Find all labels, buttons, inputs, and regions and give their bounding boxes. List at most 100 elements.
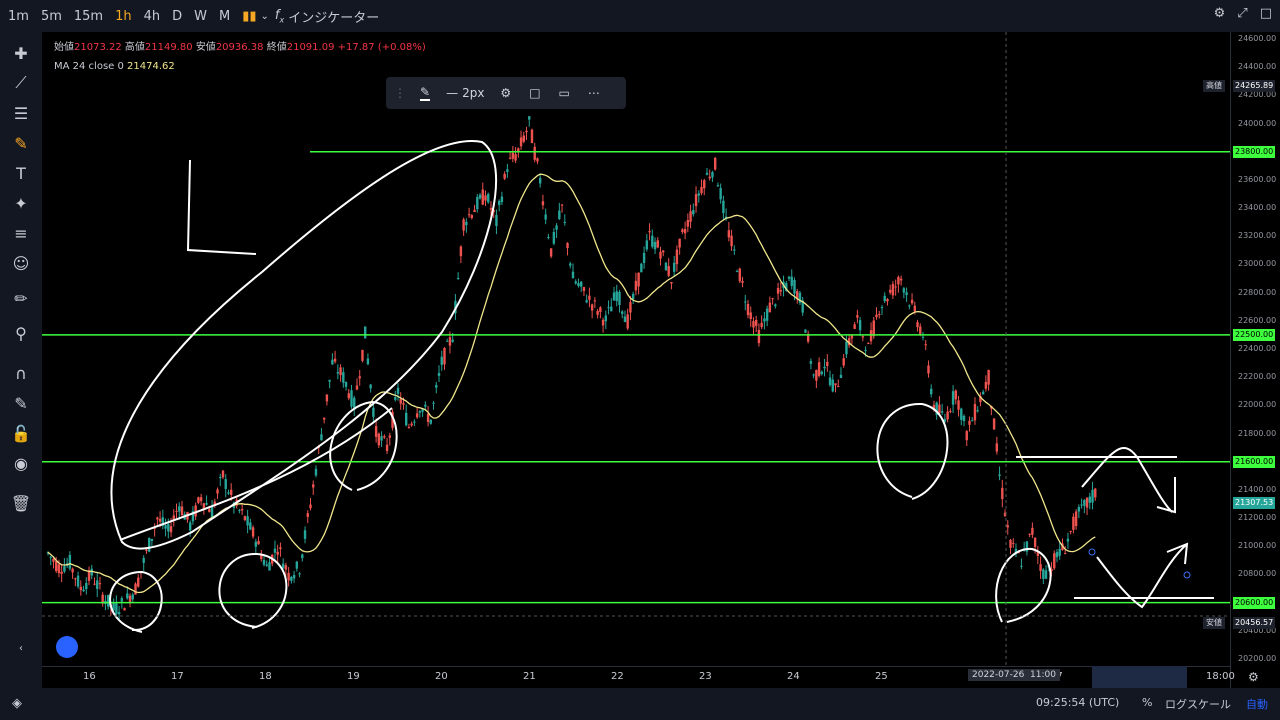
candle-body <box>451 339 454 342</box>
candle-body <box>902 288 906 293</box>
smiley-icon[interactable]: ☺ <box>12 253 30 273</box>
price-chart[interactable] <box>42 32 1230 666</box>
candle-body <box>823 366 826 369</box>
crosshair-date: 2022-07-26 <box>972 670 1025 680</box>
candle-body <box>894 286 897 288</box>
magnet-icon[interactable]: ∩ <box>15 363 27 383</box>
candle-body <box>651 235 654 247</box>
timeframe-15m[interactable]: 15m <box>73 8 104 24</box>
candle-body <box>817 362 821 376</box>
candle-body <box>544 214 547 220</box>
settings-gear-icon[interactable]: ⚙ <box>500 86 512 100</box>
layers-icon[interactable]: ◈ <box>12 696 22 711</box>
candle-body <box>415 413 419 418</box>
candle-body <box>549 248 553 257</box>
candle-body <box>221 470 225 478</box>
candle-body <box>971 420 974 422</box>
candle-body <box>413 421 416 423</box>
collapse-icon[interactable]: ‹ <box>19 642 23 654</box>
lock-icon[interactable]: 🔓 <box>11 423 31 443</box>
ma-label[interactable]: MA 24 close 0 <box>54 61 124 72</box>
candle-body <box>156 517 159 520</box>
drawn-ellipse <box>110 140 498 550</box>
zoom-icon[interactable]: ⚲ <box>15 323 27 343</box>
text-icon[interactable]: T <box>16 163 26 183</box>
auto-scale-toggle[interactable]: 自動 <box>1246 698 1268 711</box>
delete-icon[interactable]: ▭ <box>558 86 570 100</box>
prediction-icon[interactable]: ≡ <box>14 223 28 243</box>
chart-pane[interactable] <box>42 32 1230 666</box>
candle-body <box>667 266 670 276</box>
timeframe-4h[interactable]: 4h <box>143 8 161 24</box>
candle-body <box>281 563 285 569</box>
crosshair-icon[interactable]: ✚ <box>14 43 28 63</box>
unlock-icon[interactable]: □ <box>529 86 541 100</box>
candle-body <box>713 157 717 170</box>
candle-body <box>145 549 148 551</box>
price-tick: 21400.00 <box>1238 484 1277 494</box>
chevron-down-icon[interactable]: ⌄ <box>260 10 269 22</box>
time-axis[interactable] <box>42 666 1230 689</box>
candle-body <box>771 298 774 300</box>
fib-icon[interactable]: ☰ <box>13 103 29 123</box>
candle-body <box>847 338 851 346</box>
pencil-color-icon[interactable]: ✎ <box>420 85 431 101</box>
candle-body <box>864 349 867 351</box>
line-width-label[interactable]: 2px <box>462 86 485 100</box>
drawn-circle-3 <box>329 400 398 491</box>
price-tick: 22800.00 <box>1238 287 1277 297</box>
line-width-icon[interactable]: — <box>446 86 459 100</box>
indicators-button[interactable]: fx インジケーター <box>269 7 385 26</box>
drag-handle-icon[interactable]: ⋮ <box>394 86 406 100</box>
candle-body <box>888 289 892 293</box>
candle-body <box>495 214 498 226</box>
camera-icon[interactable]: □ <box>1259 6 1272 21</box>
gear-icon[interactable]: ⚙ <box>1213 6 1226 21</box>
candle-body <box>164 525 167 529</box>
brush-icon[interactable]: ✎ <box>14 133 28 153</box>
candle-body <box>826 361 829 366</box>
freehand-drawings <box>109 140 1214 633</box>
axis-settings-icon[interactable]: ⚙ <box>1248 670 1259 684</box>
more-icon[interactable]: ⋯ <box>587 86 600 100</box>
candle-body <box>437 372 441 376</box>
candle-body <box>1001 487 1004 500</box>
candles-icon[interactable]: ▮▮ <box>242 8 257 24</box>
candle-body <box>678 238 681 248</box>
eye-icon[interactable]: ◉ <box>14 453 28 473</box>
candle-body <box>473 209 476 212</box>
ruler-icon[interactable]: ✏ <box>14 288 28 308</box>
price-tick: 20400.00 <box>1238 625 1277 635</box>
timeframe-1h[interactable]: 1h <box>115 8 132 24</box>
candle-body <box>432 402 435 404</box>
percent-toggle[interactable]: % <box>1142 696 1153 709</box>
close-label: 終値 <box>266 42 287 53</box>
candle-body <box>662 250 665 253</box>
price-axis[interactable] <box>1230 32 1280 688</box>
time-label: 19 <box>347 671 360 682</box>
candle-body <box>158 518 162 522</box>
candle-body <box>385 444 389 452</box>
trendline-icon[interactable]: ⟋ <box>15 73 27 92</box>
fullscreen-icon[interactable]: ⤢ <box>1237 6 1248 21</box>
candle-body <box>517 148 520 152</box>
timeframe-W[interactable]: W <box>194 8 207 24</box>
timeframe-D[interactable]: D <box>172 8 183 24</box>
clock-time[interactable]: 09:25:54 (UTC) <box>1036 696 1120 709</box>
timeframe-5m[interactable]: 5m <box>40 8 62 24</box>
price-tick: 23600.00 <box>1238 174 1277 184</box>
candle-body <box>538 177 542 184</box>
price-tag: 21307.53 <box>1233 496 1276 509</box>
candle-body <box>880 307 884 309</box>
log-scale-toggle[interactable]: ログスケール <box>1165 698 1231 711</box>
candle-body <box>796 291 799 299</box>
candle-body <box>1088 496 1091 503</box>
pattern-icon[interactable]: ✦ <box>14 193 28 213</box>
tradingview-logo[interactable] <box>56 636 78 658</box>
timeframe-M[interactable]: M <box>219 8 231 24</box>
candle-body <box>878 314 881 316</box>
trash-icon[interactable]: 🗑 <box>10 493 32 513</box>
candle-body <box>74 578 77 580</box>
timeframe-1m[interactable]: 1m <box>8 8 29 24</box>
lock-drawings-icon[interactable]: ✎ <box>14 393 28 413</box>
